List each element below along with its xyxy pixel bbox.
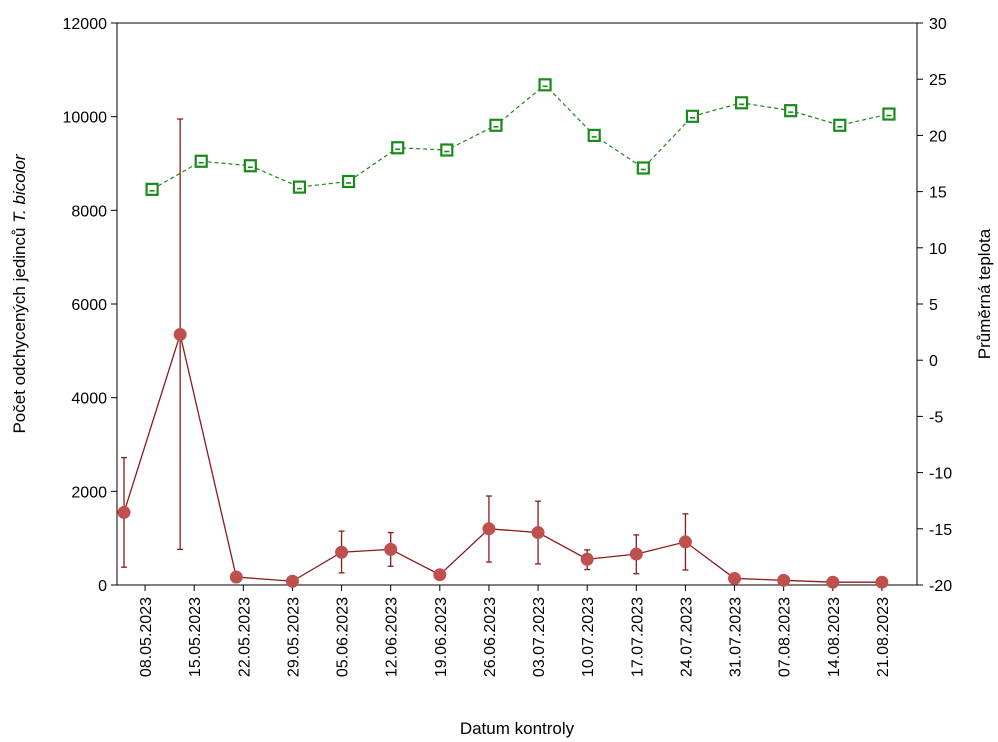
x-tick-label: 19.06.2023 (433, 597, 450, 677)
temperature-marker (341, 174, 356, 189)
x-tick-label: 07.08.2023 (777, 597, 794, 677)
temperature-marker (391, 141, 405, 155)
x-tick-label: 21.08.2023 (875, 597, 892, 677)
temperature-line (151, 84, 890, 190)
right-tick-label: 20 (929, 128, 947, 145)
right-tick-label: 5 (929, 297, 938, 314)
count-line (123, 331, 882, 583)
count-marker (229, 570, 243, 584)
temperature-marker (489, 118, 503, 132)
x-tick-label: 26.06.2023 (482, 597, 499, 677)
count-marker (173, 327, 187, 341)
temperature-marker (882, 107, 896, 121)
count-marker (875, 575, 889, 589)
count-marker (826, 575, 840, 589)
left-y-axis-title-main: Počet odchycených jedinců (10, 223, 29, 434)
left-tick-label: 2000 (71, 484, 107, 501)
temperature-marker (734, 96, 749, 110)
right-y-axis: -20 -15 -10 -5 0 5 10 15 20 25 30 (917, 16, 952, 595)
count-marker (580, 552, 594, 566)
x-tick-label: 29.05.2023 (285, 597, 302, 677)
right-tick-label: -20 (929, 578, 952, 595)
temperature-marker (784, 104, 798, 118)
x-axis: 08.05.2023 15.05.2023 22.05.2023 29.05.2023… (138, 585, 892, 677)
count-marker (482, 522, 496, 536)
right-tick-label: -5 (929, 409, 943, 426)
count-marker (531, 526, 545, 540)
left-tick-label: 4000 (71, 391, 107, 408)
right-tick-label: 30 (929, 16, 947, 33)
x-axis-title: Datum kontroly (460, 719, 575, 738)
left-tick-label: 8000 (71, 203, 107, 220)
x-tick-label: 10.07.2023 (580, 597, 597, 677)
temperature-marker (440, 143, 454, 157)
right-tick-label: 0 (929, 353, 938, 370)
temperature-marker (833, 118, 847, 132)
x-tick-label: 24.07.2023 (678, 597, 695, 677)
count-marker (384, 542, 398, 556)
temperature-marker (587, 128, 601, 142)
x-tick-label: 31.07.2023 (728, 597, 745, 677)
count-marker (285, 574, 299, 588)
left-tick-label: 6000 (71, 297, 107, 314)
temperature-marker (243, 159, 257, 173)
left-y-axis-title: Počet odchycených jedinců T. bicolor (10, 153, 29, 433)
x-tick-label: 03.07.2023 (531, 597, 548, 677)
temperature-marker (538, 78, 552, 92)
count-series (117, 118, 889, 589)
temperature-marker (685, 109, 700, 123)
count-marker (335, 545, 349, 559)
right-y-axis-title: Průměrná teplota (975, 228, 994, 359)
left-tick-label: 0 (98, 578, 107, 595)
x-tick-label: 22.05.2023 (236, 597, 253, 677)
count-marker (777, 573, 791, 587)
x-tick-label: 05.06.2023 (335, 597, 352, 677)
right-tick-label: -10 (929, 466, 952, 483)
temperature-marker (636, 161, 650, 175)
right-tick-label: 10 (929, 241, 947, 258)
x-tick-label: 12.06.2023 (384, 597, 401, 677)
left-tick-label: 10000 (63, 110, 108, 127)
x-tick-label: 15.05.2023 (187, 597, 204, 677)
count-marker (117, 505, 131, 519)
right-tick-label: 15 (929, 185, 947, 202)
count-marker (728, 571, 742, 585)
left-tick-label: 12000 (63, 16, 108, 33)
x-tick-label: 14.08.2023 (826, 597, 843, 677)
temperature-marker (145, 182, 159, 196)
left-y-axis-title-species: T. bicolor (10, 153, 29, 223)
count-marker (629, 547, 643, 561)
right-tick-label: -15 (929, 522, 952, 539)
temperature-marker (292, 180, 307, 194)
right-tick-label: 25 (929, 72, 947, 89)
count-marker (678, 535, 692, 549)
temperature-series (145, 78, 896, 196)
x-tick-label: 17.07.2023 (629, 597, 646, 677)
temperature-marker (194, 154, 208, 168)
x-tick-label: 08.05.2023 (138, 597, 155, 677)
count-marker (433, 568, 447, 582)
left-y-axis: 0 2000 4000 6000 8000 10000 12000 (63, 16, 117, 595)
